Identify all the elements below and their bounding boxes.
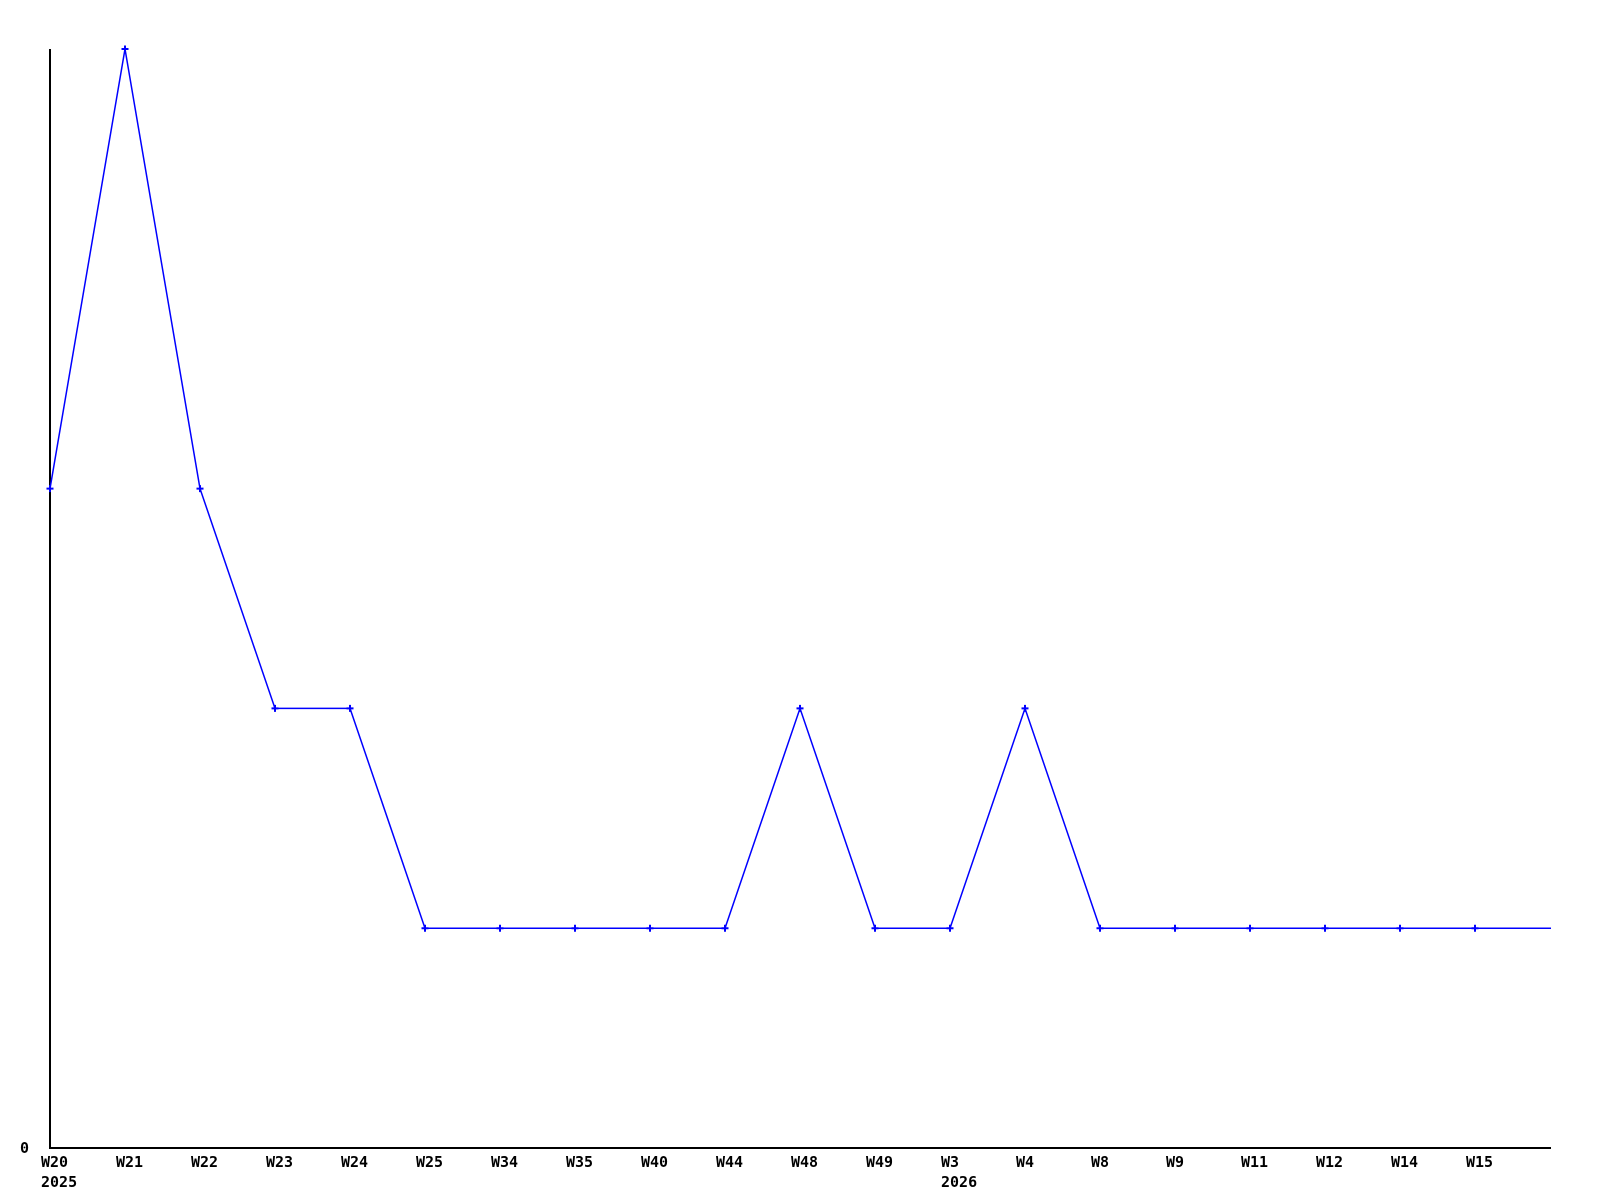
- axes: [49, 49, 1551, 1149]
- data-point-marker: [271, 704, 279, 712]
- x-axis-year-label: 2025: [41, 1173, 77, 1191]
- x-tick-label: W14: [1391, 1153, 1418, 1171]
- x-axis-year-label: 2026: [941, 1173, 977, 1191]
- data-point-marker: [1471, 924, 1479, 932]
- x-tick-label: W20: [41, 1153, 68, 1171]
- data-point-marker: [571, 924, 579, 932]
- data-point-marker: [1246, 924, 1254, 932]
- data-point-marker: [871, 924, 879, 932]
- x-tick-label: W25: [416, 1153, 443, 1171]
- data-point-marker: [46, 485, 54, 493]
- x-tick-label: W4: [1016, 1153, 1034, 1171]
- x-tick-label: W21: [116, 1153, 143, 1171]
- x-tick-label: W34: [491, 1153, 518, 1171]
- x-tick-label: W23: [266, 1153, 293, 1171]
- data-point-marker: [721, 924, 729, 932]
- x-tick-label: W3: [941, 1153, 959, 1171]
- data-point-marker: [121, 45, 129, 53]
- x-tick-label: W49: [866, 1153, 893, 1171]
- x-tick-label: W35: [566, 1153, 593, 1171]
- data-point-marker: [1321, 924, 1329, 932]
- data-point-marker: [1021, 704, 1029, 712]
- data-line: [49, 48, 1551, 929]
- data-point-marker: [346, 704, 354, 712]
- data-point-marker: [796, 704, 804, 712]
- data-point-marker: [1171, 924, 1179, 932]
- x-tick-label: W24: [341, 1153, 368, 1171]
- data-point-marker: [496, 924, 504, 932]
- data-point-marker: [196, 485, 204, 493]
- data-point-marker: [1396, 924, 1404, 932]
- data-point-marker: [1096, 924, 1104, 932]
- x-tick-label: W40: [641, 1153, 668, 1171]
- x-tick-label: W9: [1166, 1153, 1184, 1171]
- x-tick-label: W15: [1466, 1153, 1493, 1171]
- data-point-marker: [946, 924, 954, 932]
- data-point-marker: [421, 924, 429, 932]
- x-tick-label: W44: [716, 1153, 743, 1171]
- x-tick-label: W22: [191, 1153, 218, 1171]
- data-point-marker: [646, 924, 654, 932]
- x-tick-label: W8: [1091, 1153, 1109, 1171]
- x-tick-label: W12: [1316, 1153, 1343, 1171]
- x-tick-label: W48: [791, 1153, 818, 1171]
- x-tick-label: W11: [1241, 1153, 1268, 1171]
- y-axis-zero-label: 0: [20, 1139, 29, 1157]
